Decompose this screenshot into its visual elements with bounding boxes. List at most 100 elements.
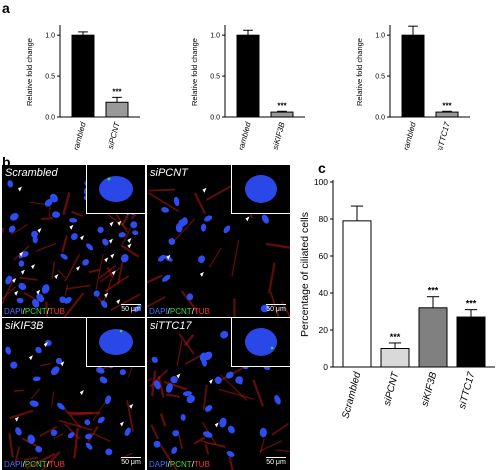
nucleus [166,383,173,393]
tubulin-fiber [104,275,130,292]
nucleus [93,290,100,297]
y-axis-label: Relative fold change [25,38,34,106]
scale-label: 50 μm [121,306,141,313]
nucleus [172,430,180,437]
nucleus [105,448,113,456]
bar [71,34,95,118]
nucleus [10,212,19,221]
stain-legend: DAPI/PCNT/TUB [149,307,210,316]
scale-label: 50 μm [266,306,286,313]
nucleus [219,417,227,428]
nucleus [124,427,131,437]
stain-legend: DAPI/PCNT/TUB [149,460,210,469]
nucleus [180,413,186,421]
y-tick-label: 0 [323,362,328,372]
tubulin-fiber [63,292,85,317]
tubulin-fiber [176,340,183,366]
panel-letter-a: a [2,0,10,16]
nucleus [214,376,222,384]
category-label: siPCNT [382,370,402,407]
tubulin-fiber [73,427,80,459]
nucleus [158,254,166,262]
nucleus [32,298,40,308]
tubulin-fiber [45,301,49,317]
arrowhead [43,342,48,348]
tubulin-fiber [165,393,181,398]
nucleus [223,225,231,234]
arrowhead [14,416,19,422]
nucleus [69,218,78,223]
arrowhead [20,269,25,275]
bar [270,111,294,118]
nucleus [18,251,27,259]
category-label: siTTC17 [457,371,478,411]
nucleus [82,259,90,266]
arrowhead [245,216,250,222]
category-label: Scrambled [69,121,88,150]
arrowhead [199,271,204,277]
tubulin-fiber [14,389,25,392]
nucleus [226,451,235,457]
arrowhead [28,355,33,361]
nucleus [44,199,53,207]
arrowhead [117,220,122,226]
arrowhead [129,403,134,409]
chart-a-pcnt: 0.0 0.5 1.0 Relative fold change Scrambled **… [25,25,140,150]
tubulin-fiber [127,366,133,378]
y-tick-label: 40 [319,288,329,298]
nucleus [50,429,58,437]
nucleus [132,230,139,236]
nucleus [118,232,126,238]
arrowhead [209,379,214,385]
bar [435,111,459,118]
nucleus [35,446,43,453]
micrograph-sikif3b: siKIF3B 50 μm DAPI/PCNT/TUB [2,318,145,470]
tubulin-fiber [107,214,128,230]
y-tick-label: 1.0 [210,33,220,40]
micrograph-label: siPCNT [150,167,188,179]
significance-label: *** [466,299,477,309]
tubulin-fiber [98,264,117,279]
inset-cilia [86,318,145,367]
nucleus [52,211,60,218]
tubulin-fiber [66,284,91,290]
arrowhead [110,253,115,259]
nucleus [119,369,126,376]
y-axis-label: Relative fold change [190,38,199,106]
tubulin-fiber [149,369,169,388]
nucleus [5,275,13,285]
arrowhead [109,221,114,227]
tubulin-fiber [147,296,166,308]
nucleus [60,253,68,260]
cells-image [5,334,134,470]
y-axis-label: Percentage of ciliated cells [299,212,311,337]
arrowhead [69,224,74,230]
significance-label: *** [277,101,287,110]
stain-legend: DAPI/PCNT/TUB [4,460,65,469]
micrograph-label: siKIF3B [5,320,44,332]
nucleus [55,357,63,365]
tubulin-fiber [193,192,207,215]
tubulin-fiber [92,398,108,421]
tubulin-fiber [204,441,226,447]
arrowhead [36,289,41,295]
nucleus [200,223,207,232]
tubulin-fiber [18,276,38,281]
nucleus [36,293,45,303]
y-tick-label: 80 [319,214,329,224]
y-tick-label: 0.0 [375,114,385,121]
nucleus [29,400,39,407]
tubulin-fiber [88,268,100,274]
bar [380,348,410,368]
micrograph-label: siTTC17 [150,320,192,332]
nucleus [153,440,161,448]
tubulin-fiber [2,286,16,300]
nucleus [84,419,91,426]
y-tick-label: 0.0 [45,114,55,121]
tubulin-fiber [51,391,55,406]
tubulin-fiber [159,413,167,427]
micrograph-scrambled: Scrambled 50 μm DAPI/PCNT/TUB [2,165,145,317]
y-tick-label: 20 [319,325,329,335]
tubulin-fiber [120,244,140,258]
tubulin-fiber [157,376,165,398]
